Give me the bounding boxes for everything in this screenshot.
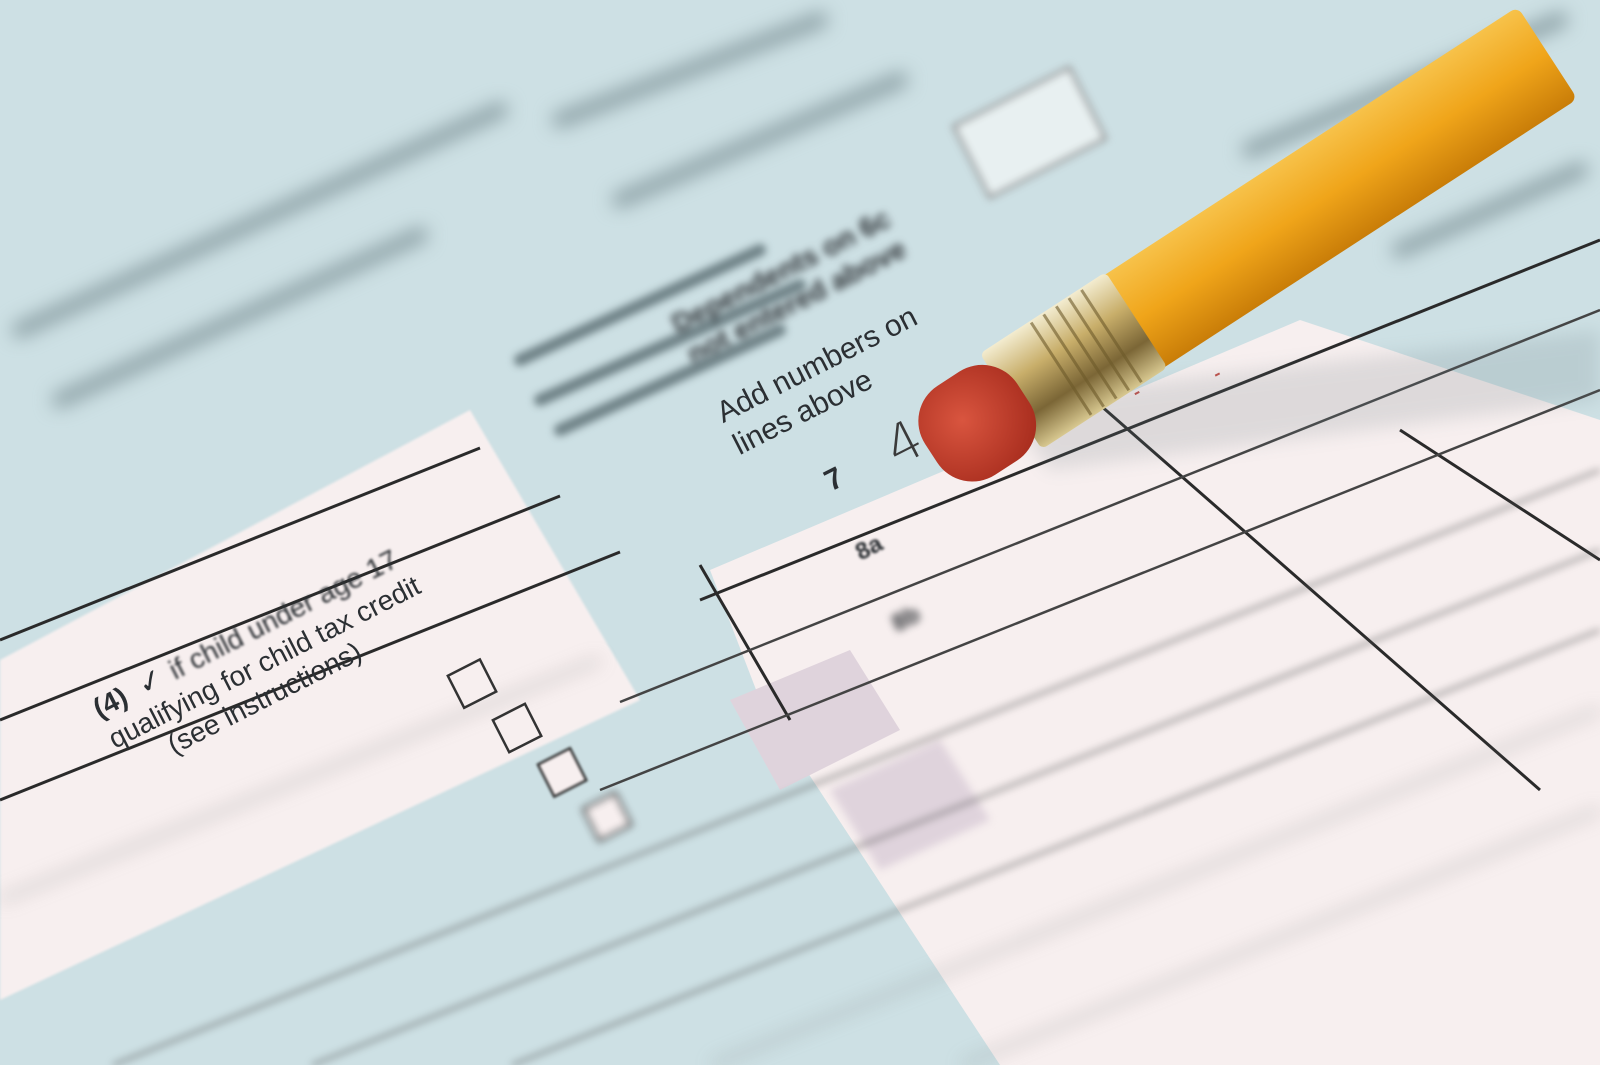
checkbox[interactable] [536,746,589,799]
form-grid [0,238,1600,1065]
dependents-count-box [951,65,1108,200]
pencil-body [1101,9,1575,369]
checkbox[interactable] [491,702,543,754]
pencil-shadow [1000,330,1600,470]
checkbox[interactable] [446,657,498,710]
pencil-eraser [918,364,1037,482]
checkbox[interactable] [581,790,634,843]
pencil [918,9,1575,482]
checkboxes [446,657,634,843]
blurred-form-text [12,12,1588,408]
